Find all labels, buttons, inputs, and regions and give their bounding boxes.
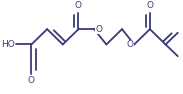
Text: HO: HO bbox=[1, 40, 15, 49]
Text: O: O bbox=[146, 1, 153, 10]
Text: O: O bbox=[75, 1, 82, 10]
Text: O: O bbox=[28, 76, 35, 85]
Text: O: O bbox=[95, 25, 102, 34]
Text: O: O bbox=[126, 40, 133, 49]
